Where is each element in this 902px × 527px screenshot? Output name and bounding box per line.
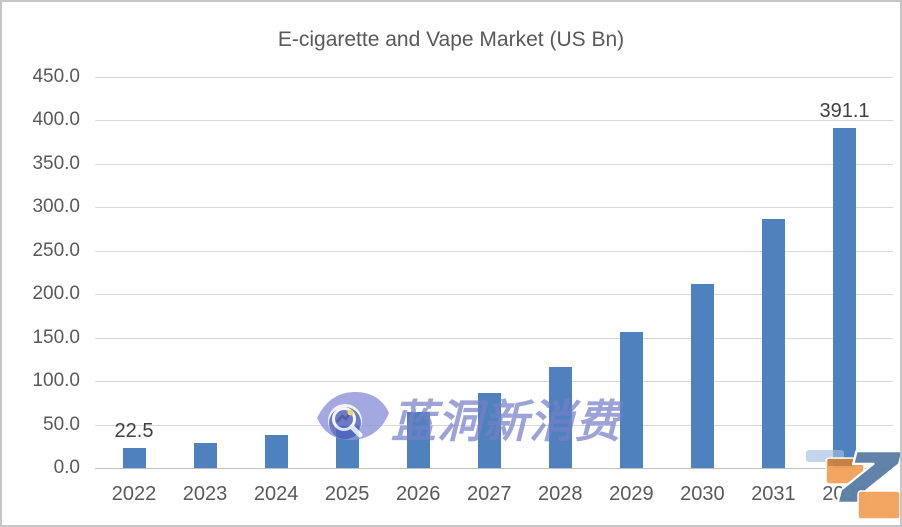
bar-2022 (122, 448, 146, 468)
y-tick-label: 200.0 (32, 283, 80, 305)
x-tick-label: 2026 (395, 483, 441, 505)
bar-2023 (193, 442, 217, 468)
x-tick-label: 2022 (111, 483, 157, 505)
x-tick-label: 2025 (324, 483, 370, 505)
y-tick-label: 0.0 (53, 457, 80, 478)
gridline (95, 337, 893, 339)
bar-2028 (548, 367, 572, 468)
gridline (95, 207, 893, 209)
y-tick-label: 400.0 (32, 109, 80, 131)
bar-2030 (690, 284, 714, 468)
bar-2027 (477, 392, 501, 468)
y-tick-label: 350.0 (32, 152, 80, 174)
bar-2032 (833, 128, 856, 468)
x-axis-line (95, 468, 893, 469)
x-tick-label: 2028 (538, 483, 583, 505)
z-ribbon-logo-icon (802, 445, 900, 525)
x-tick-label: 2024 (253, 483, 299, 505)
gridline (95, 77, 893, 78)
gridline (95, 294, 893, 296)
bar-value-label: 391.1 (819, 100, 870, 123)
x-tick-label: 2027 (467, 483, 512, 505)
bar-2031 (761, 219, 785, 468)
watermark: 蓝洞新消费 (315, 388, 621, 455)
x-tick-label: 2023 (182, 483, 228, 505)
gridline (95, 120, 893, 122)
x-tick-label: 2030 (680, 483, 725, 505)
gridline (95, 250, 893, 252)
y-tick-label: 150.0 (32, 326, 80, 348)
chart-title: E-cigarette and Vape Market (US Bn) (277, 28, 625, 51)
x-tick-label: 2031 (751, 483, 796, 505)
y-tick-label: 50.0 (43, 413, 80, 435)
y-tick-label: 450.0 (32, 66, 80, 87)
y-tick-label: 300.0 (32, 196, 80, 218)
bar-2026 (406, 411, 430, 468)
y-tick-label: 100.0 (32, 370, 80, 392)
gridline (95, 381, 893, 383)
bar-2025 (335, 426, 359, 468)
bar-2024 (264, 435, 288, 468)
bar-value-label: 22.5 (114, 420, 154, 443)
gridline (95, 163, 893, 165)
bar-2029 (619, 332, 643, 468)
y-tick-label: 250.0 (32, 239, 80, 261)
x-tick-label: 2029 (609, 483, 654, 505)
